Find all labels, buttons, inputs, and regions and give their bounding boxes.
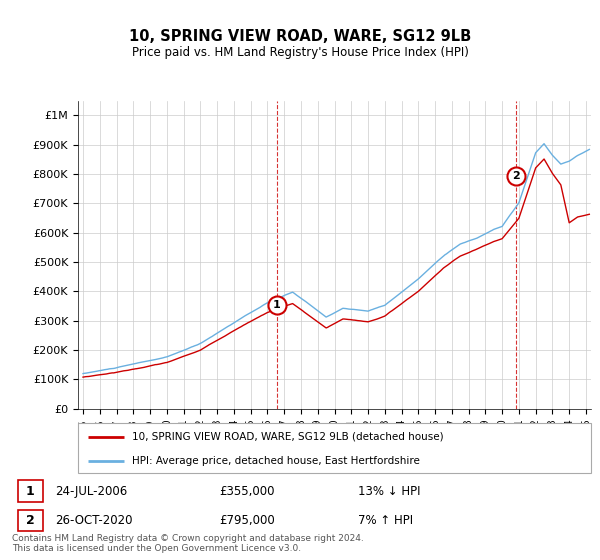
- Text: 7% ↑ HPI: 7% ↑ HPI: [358, 514, 413, 528]
- Text: 10, SPRING VIEW ROAD, WARE, SG12 9LB (detached house): 10, SPRING VIEW ROAD, WARE, SG12 9LB (de…: [132, 432, 443, 442]
- Text: £355,000: £355,000: [220, 484, 275, 498]
- FancyBboxPatch shape: [18, 480, 43, 502]
- Text: 1: 1: [273, 300, 281, 310]
- Text: 13% ↓ HPI: 13% ↓ HPI: [358, 484, 420, 498]
- Text: 24-JUL-2006: 24-JUL-2006: [55, 484, 127, 498]
- Text: HPI: Average price, detached house, East Hertfordshire: HPI: Average price, detached house, East…: [132, 456, 420, 465]
- Text: 26-OCT-2020: 26-OCT-2020: [55, 514, 133, 528]
- FancyBboxPatch shape: [78, 423, 591, 473]
- Text: 2: 2: [26, 514, 35, 528]
- Text: Contains HM Land Registry data © Crown copyright and database right 2024.
This d: Contains HM Land Registry data © Crown c…: [12, 534, 364, 553]
- Text: 1: 1: [26, 484, 35, 498]
- FancyBboxPatch shape: [18, 510, 43, 531]
- Text: 2: 2: [512, 171, 520, 180]
- Text: 10, SPRING VIEW ROAD, WARE, SG12 9LB: 10, SPRING VIEW ROAD, WARE, SG12 9LB: [129, 29, 471, 44]
- Text: Price paid vs. HM Land Registry's House Price Index (HPI): Price paid vs. HM Land Registry's House …: [131, 46, 469, 59]
- Text: £795,000: £795,000: [220, 514, 275, 528]
